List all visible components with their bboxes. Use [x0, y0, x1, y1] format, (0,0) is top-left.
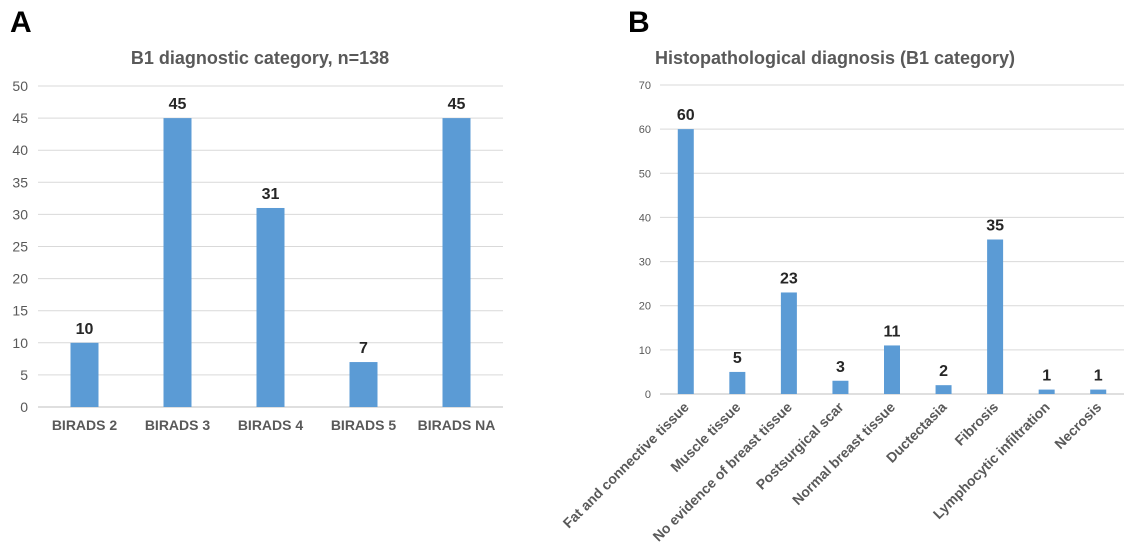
y-tick-label: 60	[639, 124, 651, 136]
bar	[935, 385, 952, 394]
chart-a: 0 5 10 15 20 25 30 35 40 45 50 10 BIRADS 2 45 BIRADS 3…	[12, 78, 503, 433]
panel-b-label: B	[628, 6, 650, 39]
bar	[256, 207, 285, 407]
x-tick-label: BIRADS 5	[331, 417, 397, 433]
y-tick-label: 45	[12, 110, 28, 126]
y-tick-label: 40	[12, 142, 28, 158]
y-tick-label: 30	[12, 206, 28, 222]
x-tick-label: BIRADS 4	[238, 417, 304, 433]
chart-a-title: B1 diagnostic category, n=138	[130, 48, 390, 68]
bar	[349, 362, 378, 407]
x-tick-label: BIRADS 2	[52, 417, 118, 433]
data-label: 45	[448, 96, 466, 113]
y-tick-label: 10	[639, 345, 651, 357]
data-label: 45	[169, 96, 187, 113]
y-tick-label: 70	[639, 80, 651, 92]
y-tick-label: 50	[12, 78, 28, 94]
bar	[1038, 389, 1055, 394]
x-tick-label: Fibrosis	[951, 399, 1001, 449]
data-label: 7	[359, 340, 368, 357]
bar	[70, 342, 99, 407]
data-label: 23	[780, 270, 798, 287]
y-tick-label: 20	[639, 301, 651, 313]
bar	[780, 292, 797, 394]
data-label: 10	[76, 321, 94, 338]
bar	[729, 371, 746, 394]
bar	[442, 118, 471, 407]
data-label: 1	[1042, 368, 1051, 385]
panel-a-label: A	[10, 6, 32, 39]
bar	[832, 380, 849, 394]
data-label: 60	[677, 107, 695, 124]
x-tick-label: Normal breast tissue	[789, 399, 898, 508]
y-tick-label: 5	[20, 367, 28, 383]
data-label: 3	[836, 359, 845, 376]
data-label: 35	[986, 218, 1004, 235]
bar	[163, 118, 192, 407]
y-tick-label: 25	[12, 239, 28, 255]
x-tick-label: Necrosis	[1051, 399, 1104, 452]
x-tick-label: BIRADS NA	[418, 417, 496, 433]
data-label: 2	[939, 363, 948, 380]
bar	[884, 345, 900, 394]
y-tick-label: 35	[12, 174, 28, 190]
data-label: 11	[884, 323, 901, 340]
y-tick-label: 40	[639, 212, 651, 224]
data-label: 31	[262, 186, 280, 203]
y-tick-label: 0	[645, 389, 651, 401]
data-label: 1	[1094, 368, 1103, 385]
y-tick-label: 50	[639, 168, 651, 180]
y-tick-label: 10	[12, 335, 28, 351]
y-tick-label: 20	[12, 271, 28, 287]
data-label: 5	[733, 350, 742, 367]
x-tick-label: Postsurgical scar	[753, 398, 847, 492]
y-tick-label: 15	[12, 303, 28, 319]
chart-b-title: Histopathological diagnosis (B1 category…	[655, 48, 1016, 68]
bar	[1090, 389, 1107, 394]
bar	[987, 239, 1004, 394]
y-tick-label: 0	[20, 399, 28, 415]
bar	[677, 129, 694, 394]
y-tick-label: 30	[639, 257, 651, 269]
x-tick-label: BIRADS 3	[145, 417, 211, 433]
